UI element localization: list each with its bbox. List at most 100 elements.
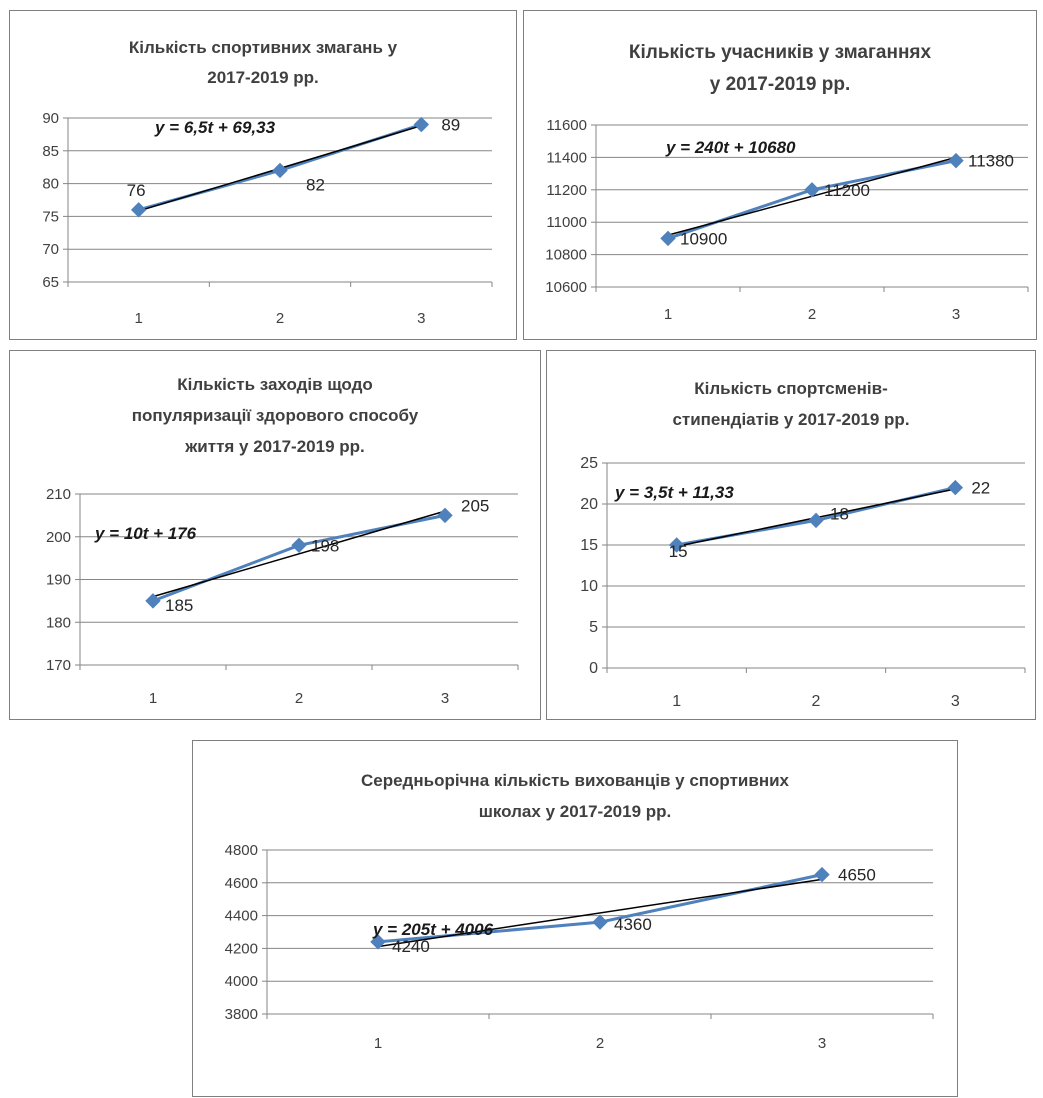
trendline <box>377 878 823 948</box>
data-point-marker <box>592 914 608 930</box>
y-tick-label: 3800 <box>225 1006 258 1023</box>
data-point-marker <box>660 230 676 247</box>
y-tick-label: 4000 <box>225 973 258 990</box>
x-tick-label: 2 <box>808 306 816 323</box>
data-point-marker <box>370 934 386 950</box>
y-tick-label: 10600 <box>545 279 587 296</box>
data-label: 15 <box>669 542 688 561</box>
chart-title: Кількість спортсменів-стипендіатів у 201… <box>547 373 1035 435</box>
chart-svg: 0 5 10 15 20 25 1 2 3 15 18 22 y = 3,5t + 11,33 <box>580 455 1026 710</box>
x-tick-label: 3 <box>952 306 960 323</box>
y-tick-label: 4800 <box>225 842 258 859</box>
chart-panel-competitions: Кількість спортивних змагань у 2017-2019 … <box>9 10 517 340</box>
chart-title-line: Кількість заходів щодо <box>177 375 373 394</box>
chart-svg: 65 70 75 80 85 90 1 2 3 76 82 89 y = 6,5t + 69,33 <box>42 110 493 327</box>
y-tick-label: 80 <box>42 176 59 193</box>
chart-title: Кількість заходів щодо популяризації здор… <box>10 369 540 462</box>
x-tick-label: 1 <box>374 1035 382 1052</box>
data-point-marker <box>947 479 964 496</box>
x-tick-label: 3 <box>951 693 960 710</box>
chart-title: Середньорічна кількість вихованців у спо… <box>193 765 957 827</box>
chart-title-line: Кількість учасників у змаганнях <box>628 42 932 63</box>
data-label: 22 <box>971 479 990 498</box>
y-tick-label: 11400 <box>546 149 587 166</box>
chart-title-line: стипендіатів у 2017-2019 рр. <box>672 410 910 429</box>
chart-title-line: Кількість спортивних змагань у <box>128 38 398 57</box>
chart-title-line: Середньорічна кількість вихованців у спо… <box>360 771 789 790</box>
trendline-equation: y = 205t + 4006 <box>372 920 494 939</box>
x-tick-label: 2 <box>596 1035 604 1052</box>
data-point-marker <box>272 162 288 179</box>
y-tick-label: 90 <box>42 110 59 127</box>
y-tick-label: 0 <box>589 660 598 677</box>
y-tick-label: 4400 <box>225 908 258 925</box>
chart-panel-scholarship-athletes: Кількість спортсменів-стипендіатів у 201… <box>546 350 1036 720</box>
data-point-marker <box>413 116 430 133</box>
data-point-marker <box>948 152 964 169</box>
y-tick-label: 5 <box>589 619 598 636</box>
data-point-marker <box>668 537 685 553</box>
data-label: 82 <box>306 175 325 194</box>
data-label: 11200 <box>824 181 870 200</box>
y-tick-label: 85 <box>42 143 59 160</box>
data-label: 205 <box>461 496 489 515</box>
data-point-marker <box>804 182 820 198</box>
y-tick-label: 4200 <box>225 940 258 957</box>
trendline-equation: y = 3,5t + 11,33 <box>614 483 734 502</box>
trendline-equation: y = 10t + 176 <box>94 524 197 543</box>
data-label: 11380 <box>968 152 1014 171</box>
data-point-marker <box>291 537 307 554</box>
data-label: 76 <box>127 181 146 200</box>
data-label: 198 <box>311 536 339 555</box>
data-label: 4360 <box>614 915 652 934</box>
data-point-marker <box>814 866 830 883</box>
y-tick-label: 25 <box>580 455 598 472</box>
y-tick-label: 4600 <box>225 875 258 892</box>
x-tick-label: 3 <box>818 1035 826 1052</box>
y-tick-label: 190 <box>46 572 71 589</box>
chart-title: Кількість спортивних змагань у 2017-2019 … <box>10 33 516 93</box>
y-tick-label: 200 <box>46 529 71 546</box>
data-label: 18 <box>830 504 849 523</box>
series-line <box>667 159 957 240</box>
data-point-marker <box>437 507 453 524</box>
y-tick-label: 20 <box>580 496 598 513</box>
chart-title-line: життя у 2017-2019 рр. <box>185 437 365 456</box>
x-tick-label: 3 <box>417 310 425 327</box>
x-tick-label: 3 <box>441 690 449 707</box>
chart-title-line: школах у 2017-2019 рр. <box>478 802 672 821</box>
data-label: 4650 <box>838 866 876 885</box>
y-tick-label: 70 <box>42 241 59 258</box>
data-label: 185 <box>165 596 193 615</box>
chart-title-line: популяризації здорового способу <box>131 406 419 425</box>
data-label: 89 <box>441 116 460 135</box>
data-label: 10900 <box>680 229 727 248</box>
chart-svg: 3800 4000 4200 4400 4600 4800 1 2 3 4240 4360 4650 y… <box>225 842 934 1052</box>
y-tick-label: 170 <box>46 657 71 674</box>
x-tick-label: 2 <box>276 310 284 327</box>
y-tick-label: 11000 <box>546 214 587 231</box>
trendline-equation: y = 240t + 10680 <box>665 138 796 157</box>
series-line <box>152 513 446 603</box>
y-tick-label: 10800 <box>545 247 587 264</box>
trendline <box>152 510 446 598</box>
y-tick-label: 65 <box>42 274 59 291</box>
chart-panel-participants: Кількість учасників у змаганнях у 2017-20… <box>523 10 1037 340</box>
chart-panel-healthy-lifestyle-events: Кількість заходів щодо популяризації здор… <box>9 350 541 720</box>
data-point-marker <box>808 512 824 529</box>
y-tick-label: 11200 <box>546 182 587 199</box>
y-tick-label: 180 <box>46 614 71 631</box>
x-tick-label: 2 <box>295 690 303 707</box>
y-tick-label: 210 <box>46 486 71 503</box>
x-tick-label: 1 <box>134 310 142 327</box>
data-point-marker <box>130 202 147 218</box>
chart-title-line: у 2017-2019 рр. <box>709 74 851 95</box>
chart-title-line: Кількість спортсменів- <box>694 379 888 398</box>
chart-svg: 10600 10800 11000 11200 11400 11600 1 2 3 10900 11… <box>545 117 1029 323</box>
y-tick-label: 11600 <box>546 117 587 134</box>
chart-title: Кількість учасників у змаганнях у 2017-20… <box>524 37 1036 101</box>
y-tick-label: 10 <box>580 578 598 595</box>
chart-panel-sports-school-pupils: Середньорічна кількість вихованців у спо… <box>192 740 958 1097</box>
x-tick-label: 1 <box>672 693 681 710</box>
x-tick-label: 1 <box>149 690 157 707</box>
